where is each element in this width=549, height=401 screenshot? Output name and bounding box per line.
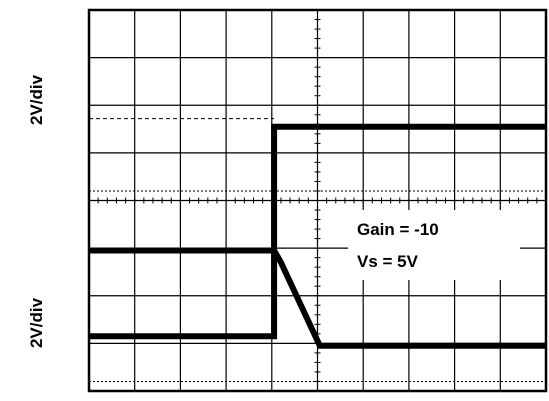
- annotation-vs: Vs = 5V: [357, 252, 419, 271]
- annotation-gain: Gain = -10: [357, 220, 439, 239]
- channel1-scale-label: 2V/div: [27, 74, 46, 125]
- annotation-background: [348, 210, 520, 280]
- reference-lines: [89, 118, 546, 382]
- channel1-trace: [89, 123, 546, 340]
- plot-frame: [87, 8, 548, 393]
- channel2-scale-label: 2V/div: [27, 297, 46, 348]
- traces: [89, 123, 546, 349]
- channel2-trace: [89, 247, 546, 349]
